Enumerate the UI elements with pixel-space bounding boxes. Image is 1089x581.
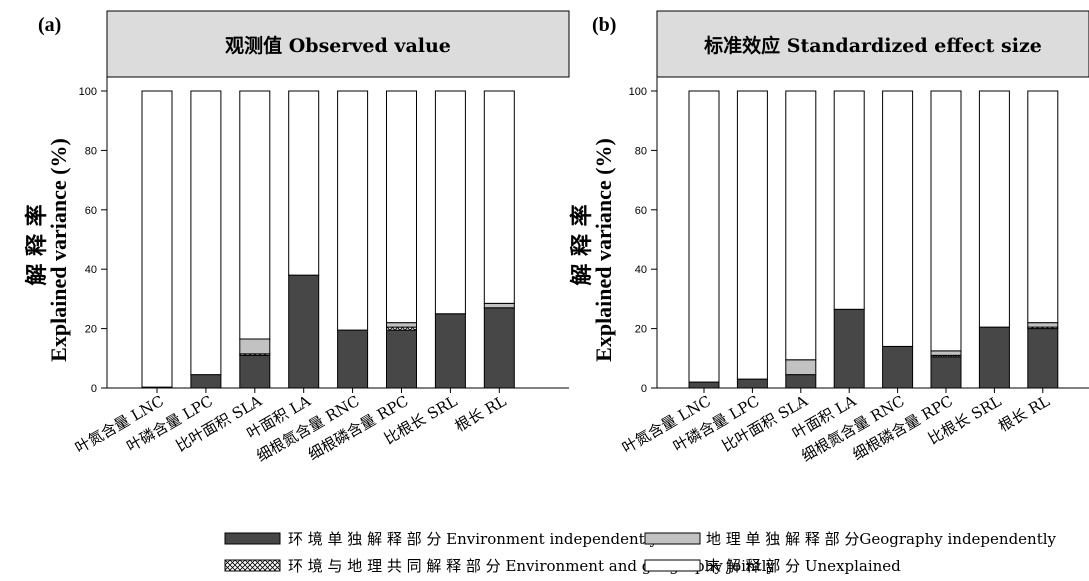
y-tick-label: 60 xyxy=(85,205,97,217)
legend-label-environment: 环 境 单 独 解 释 部 分 Environment independentl… xyxy=(288,530,658,548)
panel-b-standardized: (b) 标准效应 Standardized effect size 0 20 40 60 8… xyxy=(569,10,1089,465)
legend-swatch-joint xyxy=(224,559,281,572)
legend-label-joint: 环 境 与 地 理 共 同 解 释 部 分 Environment and ge… xyxy=(288,557,775,575)
bar-seg-environment xyxy=(882,345,914,389)
bar-seg-environment xyxy=(978,326,1010,389)
bar-seg-unexplained xyxy=(434,90,466,315)
legend-label-geography: 地 理 单 独 解 释 部 分Geography independently xyxy=(706,530,1057,548)
bar-stack xyxy=(882,90,914,389)
y-axis-label-en: Explained variance (%) xyxy=(591,138,616,362)
bar-seg-geography xyxy=(386,322,417,328)
bar-seg-geography xyxy=(483,302,515,309)
y-tick-label: 20 xyxy=(85,324,97,336)
panel-title: 标准效应 Standardized effect size xyxy=(704,34,1042,57)
panel-a-observed: (a) 观测值 Observed value 0 20 40 60 80 100 解 释 率Ex… xyxy=(24,10,570,465)
y-tick-label: 100 xyxy=(79,86,97,98)
y-tick-label: 100 xyxy=(629,86,647,98)
bar-seg-unexplained xyxy=(882,90,914,347)
panel-header-box xyxy=(656,10,1089,78)
y-tick-label: 20 xyxy=(635,324,647,336)
y-tick-label: 0 xyxy=(91,383,97,395)
bar-stack xyxy=(386,90,417,389)
bar-stack xyxy=(141,90,173,389)
panel-header-box xyxy=(106,10,570,78)
bar-seg-unexplained xyxy=(736,90,768,380)
y-tick-label: 60 xyxy=(635,205,647,217)
panel-letter: (a) xyxy=(38,14,61,36)
bar-seg-unexplained xyxy=(1027,90,1059,324)
bar-seg-environment xyxy=(1027,328,1059,389)
bar-stack xyxy=(978,90,1010,389)
bar-stack xyxy=(785,90,817,389)
bar-seg-environment xyxy=(833,308,865,389)
bar-seg-geography xyxy=(930,350,962,356)
panel-letter: (b) xyxy=(592,14,616,36)
bar-stack xyxy=(483,90,515,389)
x-tick-label: 根长 RL xyxy=(452,392,510,436)
bar-seg-environment xyxy=(930,356,962,389)
bar-stack xyxy=(288,90,320,389)
bar-stack xyxy=(434,90,466,389)
bar-seg-unexplained xyxy=(930,90,962,352)
bar-seg-unexplained xyxy=(288,90,320,276)
y-tick-label: 80 xyxy=(85,145,97,157)
bar-seg-unexplained xyxy=(386,90,417,324)
bar-seg-environment xyxy=(288,274,320,389)
panel-title: 观测值 Observed value xyxy=(225,34,451,57)
x-tick-label: 根长 RL xyxy=(995,392,1053,436)
legend-label-unexplained: 未 解 释 部 分 Unexplained xyxy=(706,557,901,575)
y-tick-label: 40 xyxy=(85,264,97,276)
bar-stack xyxy=(930,90,962,389)
bar-seg-unexplained xyxy=(688,90,720,383)
bar-seg-unexplained xyxy=(141,90,173,388)
bar-seg-unexplained xyxy=(483,90,515,304)
bar-seg-environment xyxy=(736,378,768,389)
bar-stack xyxy=(337,90,369,389)
bar-seg-geography xyxy=(239,338,271,355)
bar-seg-geography xyxy=(785,359,817,376)
bar-seg-environment xyxy=(688,381,720,389)
bar-stack xyxy=(190,90,222,389)
bar-seg-environment xyxy=(483,307,515,389)
bar-seg-environment xyxy=(434,313,466,389)
y-axis-label-cn: 解 释 率 xyxy=(569,204,595,285)
legend-swatch-geography xyxy=(644,532,701,545)
bar-seg-environment xyxy=(337,329,369,389)
y-tick-label: 0 xyxy=(641,383,647,395)
bar-seg-unexplained xyxy=(239,90,271,340)
bar-seg-environment xyxy=(239,354,271,389)
legend-swatch-unexplained xyxy=(644,559,701,572)
bar-seg-unexplained xyxy=(190,90,222,376)
legend-swatch-environment xyxy=(224,532,281,545)
y-tick-label: 40 xyxy=(635,264,647,276)
y-axis-label-cn: 解 释 率 xyxy=(24,204,50,285)
bar-stack xyxy=(688,90,720,389)
legend: 环 境 单 独 解 释 部 分 Environment independentl… xyxy=(224,530,1057,575)
bar-seg-environment xyxy=(386,329,417,389)
y-axis-label-en: Explained variance (%) xyxy=(46,138,71,362)
bar-seg-environment xyxy=(785,374,817,389)
bar-stack xyxy=(736,90,768,389)
bar-stack xyxy=(1027,90,1059,389)
bar-seg-geography xyxy=(1027,322,1059,328)
bar-seg-unexplained xyxy=(785,90,817,361)
bar-stack xyxy=(833,90,865,389)
y-tick-label: 80 xyxy=(635,145,647,157)
bar-stack xyxy=(239,90,271,389)
bar-seg-unexplained xyxy=(978,90,1010,328)
bar-seg-unexplained xyxy=(337,90,369,331)
bar-seg-unexplained xyxy=(833,90,865,310)
bar-seg-environment xyxy=(190,374,222,389)
